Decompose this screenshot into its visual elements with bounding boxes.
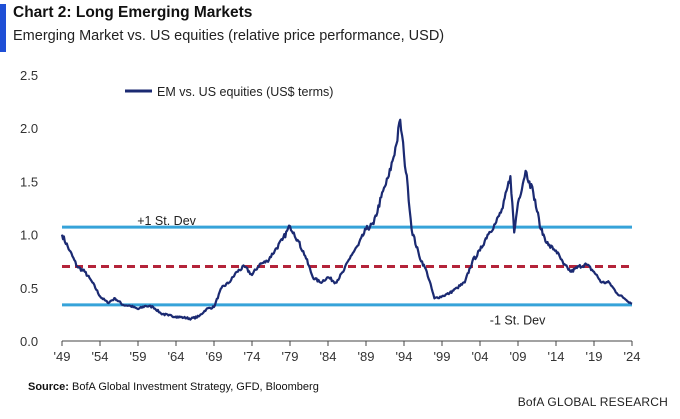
chart-area: 0.0 0.5 1.0 1.5 2.0 2.5 '49 '54 '59 '64 '69 '74 '79…	[20, 68, 641, 364]
source-label: Source:	[28, 381, 69, 393]
x-tick-label: '79	[282, 349, 299, 364]
chart-subtitle: Emerging Market vs. US equities (relativ…	[13, 28, 445, 44]
y-tick-label: 1.5	[20, 174, 38, 189]
x-tick-label: '59	[130, 349, 147, 364]
brand-label: BofA GLOBAL RESEARCH	[517, 395, 668, 409]
x-tick-label: '19	[586, 349, 603, 364]
x-tick-label: '74	[244, 349, 261, 364]
y-tick-label: 2.5	[20, 68, 38, 83]
x-tick-label: '84	[320, 349, 337, 364]
x-tick-label: '64	[168, 349, 185, 364]
chart-title: Chart 2: Long Emerging Markets	[13, 4, 253, 21]
reference-lines	[62, 225, 632, 307]
x-axis-ticks: '49 '54 '59 '64 '69 '74 '79 '84 '89 '94 '99 '04 '09 '…	[54, 341, 641, 364]
source-note: Source: BofA Global Investment Strategy,…	[28, 381, 319, 393]
series-line-em-vs-us	[60, 118, 633, 321]
annotation-minus-1-st-dev: -1 St. Dev	[490, 314, 546, 328]
x-tick-label: '89	[358, 349, 375, 364]
source-text: BofA Global Investment Strategy, GFD, Bl…	[72, 381, 319, 393]
y-tick-label: 1.0	[20, 228, 38, 243]
x-tick-label: '69	[206, 349, 223, 364]
x-tick-label: '49	[54, 349, 71, 364]
y-axis-ticks: 0.0 0.5 1.0 1.5 2.0 2.5	[20, 68, 38, 349]
x-tick-label: '99	[434, 349, 451, 364]
y-tick-label: 0.5	[20, 281, 38, 296]
y-tick-label: 2.0	[20, 121, 38, 136]
y-tick-label: 0.0	[20, 334, 38, 349]
x-tick-label: '24	[624, 349, 641, 364]
annotation-plus-1-st-dev: +1 St. Dev	[137, 214, 196, 228]
legend-entry: EM vs. US equities (US$ terms)	[157, 85, 333, 99]
title-accent-bar	[0, 4, 6, 52]
x-tick-label: '14	[548, 349, 565, 364]
x-tick-label: '09	[510, 349, 527, 364]
legend: EM vs. US equities (US$ terms)	[125, 85, 333, 99]
x-tick-label: '04	[472, 349, 489, 364]
x-tick-label: '54	[92, 349, 109, 364]
x-tick-label: '94	[396, 349, 413, 364]
